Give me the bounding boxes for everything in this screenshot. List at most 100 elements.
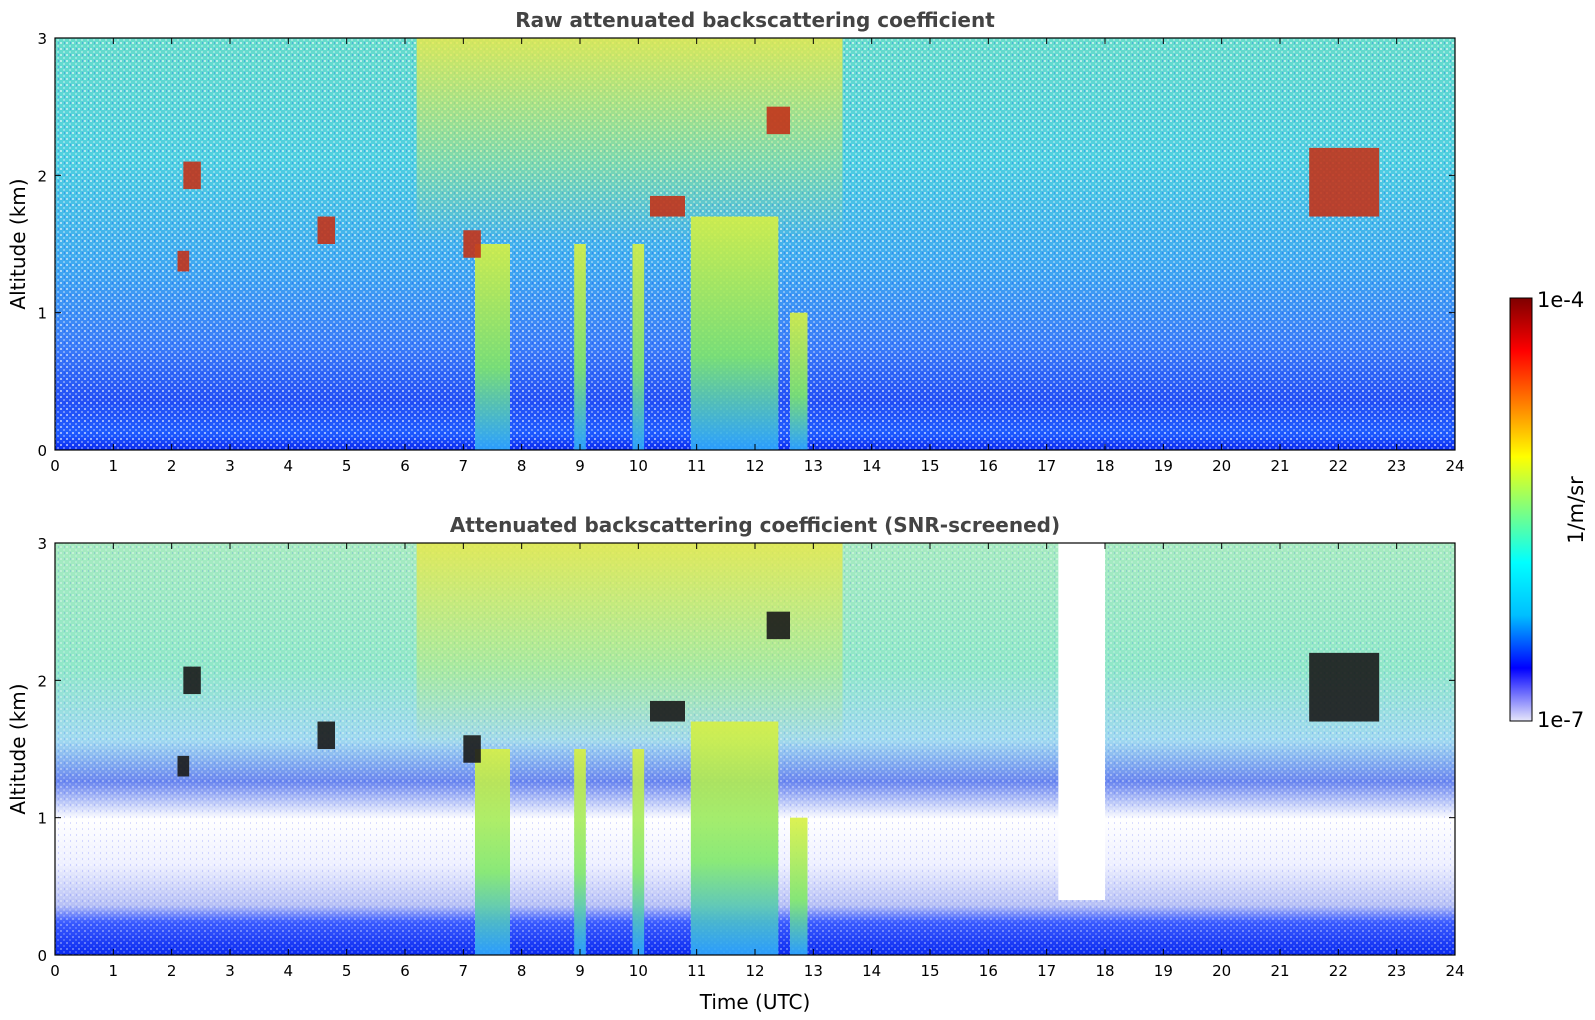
x-tick-label: 16 — [979, 962, 998, 980]
snr-x-axis: 0 1 2 3 4 5 6 7 8 9 10 11 12 13 14 15 16 17 18 19 20 21 22 23 24 — [50, 543, 1465, 980]
raw-heatmap-features — [177, 38, 1380, 450]
x-tick-label: 21 — [1270, 962, 1289, 980]
snr-heatmap-features — [177, 543, 1380, 955]
upper-aerosol-band — [416, 543, 843, 749]
x-tick-label: 14 — [862, 962, 881, 980]
x-tick-label: 23 — [1387, 962, 1406, 980]
cloud-patch-4 — [650, 700, 685, 722]
cloud-patch-5 — [766, 106, 790, 135]
y-tick-label: 0 — [37, 442, 47, 460]
y-tick-label: 3 — [37, 535, 47, 553]
colorbar-gradient — [1509, 297, 1533, 722]
x-tick-label: 5 — [342, 962, 352, 980]
x-tick-label: 2 — [167, 457, 177, 475]
column-feature-1 — [574, 749, 586, 955]
x-tick-label: 3 — [225, 962, 235, 980]
x-tick-label: 17 — [1037, 962, 1056, 980]
x-tick-label: 5 — [342, 457, 352, 475]
cloud-patch-0 — [183, 666, 201, 695]
cloud-patch-2 — [317, 216, 335, 244]
raw-panel-title: Raw attenuated backscattering coefficien… — [515, 8, 995, 32]
raw-y-axis: 0 1 2 3 — [37, 30, 1455, 460]
x-tick-label: 18 — [1095, 457, 1114, 475]
column-feature-2 — [632, 244, 645, 450]
x-tick-label: 20 — [1212, 457, 1231, 475]
x-tick-label: 22 — [1329, 962, 1348, 980]
raw-x-axis: 0 1 2 3 4 5 6 7 8 9 10 11 12 13 14 15 16 17 18 19 20 21 22 23 24 — [50, 38, 1465, 475]
column-feature-3 — [690, 721, 779, 955]
y-tick-label: 2 — [37, 672, 47, 690]
snr-screened-panel: Attenuated backscattering coefficient (S… — [6, 513, 1465, 1014]
x-tick-label: 21 — [1270, 457, 1289, 475]
cloud-patch-2 — [317, 721, 335, 749]
x-tick-label: 11 — [687, 457, 706, 475]
x-tick-label: 17 — [1037, 457, 1056, 475]
column-feature-0 — [475, 244, 510, 450]
cloud-patch-6 — [1309, 652, 1380, 722]
column-feature-3 — [690, 216, 779, 450]
y-tick-label: 0 — [37, 947, 47, 965]
x-tick-label: 15 — [920, 962, 939, 980]
x-tick-label: 6 — [400, 457, 410, 475]
column-feature-2 — [632, 749, 645, 955]
x-tick-label: 14 — [862, 457, 881, 475]
x-tick-label: 8 — [517, 962, 527, 980]
x-tick-label: 18 — [1095, 962, 1114, 980]
colorbar-min-label: 1e-7 — [1537, 708, 1584, 732]
cloud-patch-1 — [177, 755, 190, 777]
x-tick-label: 24 — [1445, 457, 1464, 475]
x-tick-label: 19 — [1154, 457, 1173, 475]
y-tick-label: 1 — [37, 305, 47, 323]
x-tick-label: 13 — [804, 457, 823, 475]
x-tick-label: 11 — [687, 962, 706, 980]
x-tick-label: 0 — [50, 457, 60, 475]
y-tick-label: 2 — [37, 167, 47, 185]
cloud-patch-5 — [766, 611, 790, 640]
x-tick-label: 15 — [920, 457, 939, 475]
column-feature-1 — [574, 244, 586, 450]
snr-y-axis-label: Altitude (km) — [6, 683, 30, 814]
x-tick-label: 9 — [575, 962, 585, 980]
raw-y-axis-label: Altitude (km) — [6, 178, 30, 309]
x-tick-label: 1 — [109, 962, 119, 980]
x-tick-label: 20 — [1212, 962, 1231, 980]
masked-gap — [1058, 543, 1105, 901]
x-tick-label: 0 — [50, 962, 60, 980]
x-tick-label: 24 — [1445, 962, 1464, 980]
snr-heatmap — [55, 543, 1455, 955]
raw-backscatter-panel: Raw attenuated backscattering coefficien… — [6, 8, 1465, 475]
column-feature-0 — [475, 749, 510, 955]
x-tick-label: 12 — [745, 962, 764, 980]
x-tick-label: 10 — [629, 962, 648, 980]
x-tick-label: 8 — [517, 457, 527, 475]
column-feature-4 — [790, 312, 808, 450]
cloud-patch-6 — [1309, 147, 1380, 217]
colorbar-max-label: 1e-4 — [1537, 288, 1584, 312]
x-tick-label: 12 — [745, 457, 764, 475]
cloud-patch-3 — [463, 735, 481, 763]
x-tick-label: 7 — [459, 457, 469, 475]
cloud-patch-1 — [177, 250, 190, 272]
cloud-patch-4 — [650, 195, 685, 217]
x-tick-label: 22 — [1329, 457, 1348, 475]
x-tick-label: 23 — [1387, 457, 1406, 475]
x-tick-label: 6 — [400, 962, 410, 980]
colorbar: 1e-4 1e-7 1/m/sr — [1509, 288, 1588, 732]
colorbar-unit-label: 1/m/sr — [1564, 476, 1588, 544]
snr-y-axis: 0 1 2 3 — [37, 535, 1455, 965]
upper-aerosol-band — [416, 38, 843, 244]
x-tick-label: 10 — [629, 457, 648, 475]
x-tick-label: 13 — [804, 962, 823, 980]
y-tick-label: 3 — [37, 30, 47, 48]
column-feature-4 — [790, 817, 808, 955]
x-tick-label: 2 — [167, 962, 177, 980]
cloud-patch-3 — [463, 230, 481, 258]
y-tick-label: 1 — [37, 810, 47, 828]
x-tick-label: 9 — [575, 457, 585, 475]
raw-heatmap — [55, 38, 1455, 450]
x-tick-label: 19 — [1154, 962, 1173, 980]
x-tick-label: 3 — [225, 457, 235, 475]
x-tick-label: 4 — [284, 457, 294, 475]
x-tick-label: 4 — [284, 962, 294, 980]
